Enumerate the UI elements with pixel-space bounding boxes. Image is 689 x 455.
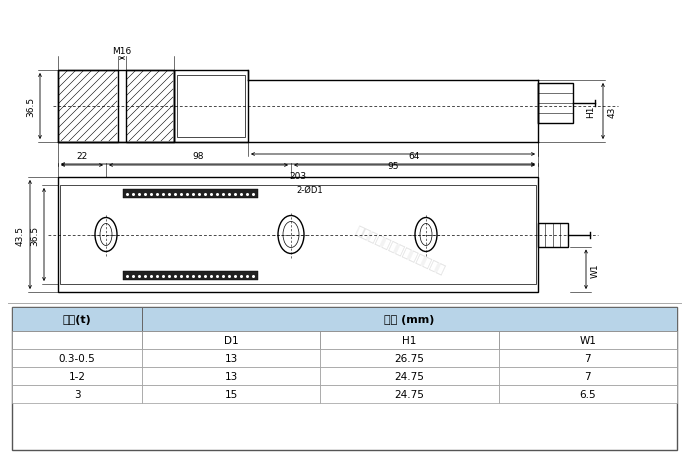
Bar [320, 349, 499, 367]
Text: 43: 43 [608, 106, 617, 117]
Bar [320, 331, 499, 349]
Bar [12, 367, 142, 385]
Bar [499, 367, 677, 385]
Text: 43.5: 43.5 [16, 225, 25, 245]
Text: 容量(t): 容量(t) [63, 314, 92, 324]
Text: W1: W1 [591, 263, 600, 277]
Bar [499, 331, 677, 349]
Text: 24.75: 24.75 [395, 389, 424, 399]
Text: 0.3-0.5: 0.3-0.5 [59, 353, 95, 363]
Text: 7: 7 [584, 353, 591, 363]
Text: 203: 203 [289, 172, 307, 181]
Bar [538, 84, 573, 124]
Text: 13: 13 [225, 353, 238, 363]
Bar [12, 307, 142, 331]
Bar [499, 385, 677, 403]
Bar [177, 76, 245, 138]
Text: 尺寸 (mm): 尺寸 (mm) [384, 314, 435, 324]
Bar [12, 331, 142, 349]
Bar [538, 223, 568, 247]
Text: 98: 98 [193, 152, 204, 161]
Text: W1: W1 [579, 335, 596, 345]
Bar [123, 271, 258, 280]
Bar [499, 349, 677, 367]
Bar [142, 307, 677, 331]
Bar [123, 190, 258, 198]
Text: 13: 13 [225, 371, 238, 381]
Text: 22: 22 [76, 152, 88, 161]
Text: 1-2: 1-2 [68, 371, 85, 381]
Bar [142, 349, 320, 367]
Text: 36.5: 36.5 [26, 97, 35, 117]
Bar [12, 385, 142, 403]
Text: 64: 64 [409, 152, 420, 161]
Text: 3: 3 [74, 389, 81, 399]
Text: 24.75: 24.75 [395, 371, 424, 381]
Bar [126, 71, 174, 143]
Bar [320, 367, 499, 385]
Text: 广州众鑫自动化科技有限公司: 广州众鑫自动化科技有限公司 [353, 224, 447, 277]
Bar [58, 71, 174, 143]
Text: 2-ØD1: 2-ØD1 [296, 186, 322, 195]
Bar [142, 367, 320, 385]
Bar [174, 71, 248, 143]
Text: 36.5: 36.5 [30, 225, 39, 245]
Text: H1: H1 [402, 335, 417, 345]
Bar [142, 331, 320, 349]
Bar [142, 385, 320, 403]
Text: M16: M16 [112, 47, 132, 56]
Text: 26.75: 26.75 [395, 353, 424, 363]
Text: 95: 95 [387, 162, 399, 171]
Bar [320, 385, 499, 403]
Bar [12, 307, 677, 450]
Text: H1: H1 [586, 106, 595, 118]
Text: 7: 7 [584, 371, 591, 381]
Bar [58, 71, 118, 143]
Bar [12, 349, 142, 367]
Text: D1: D1 [224, 335, 238, 345]
Text: 6.5: 6.5 [579, 389, 596, 399]
Text: 15: 15 [225, 389, 238, 399]
Bar [60, 186, 536, 284]
Bar [58, 177, 538, 293]
